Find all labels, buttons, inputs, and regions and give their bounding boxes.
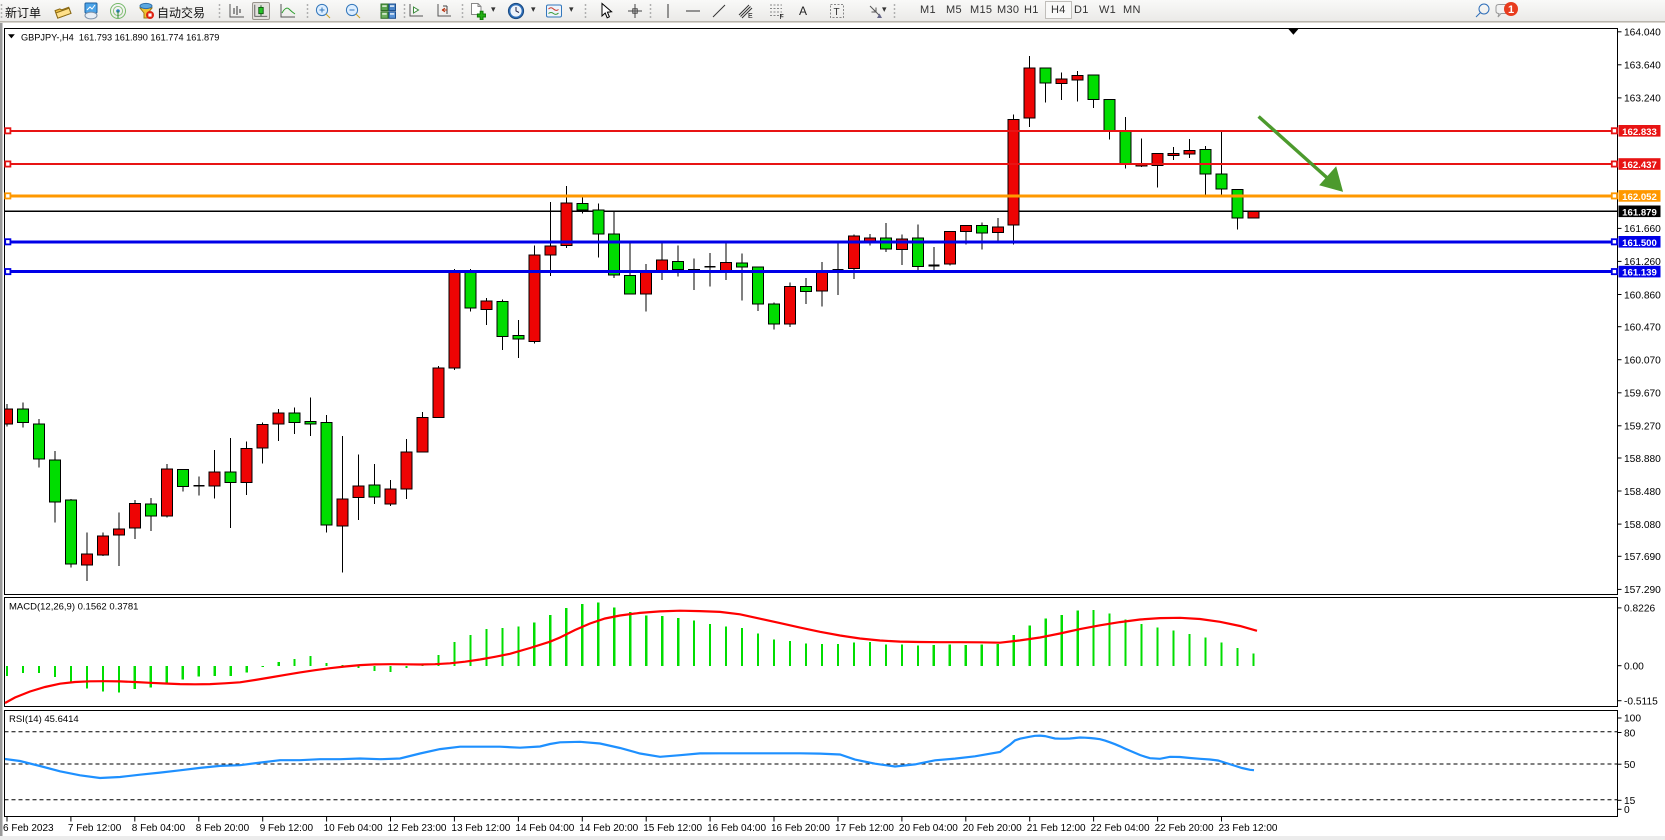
svg-text:162.052: 162.052 [1622,192,1657,203]
svg-text:160.070: 160.070 [1624,356,1661,367]
svg-text:0: 0 [1624,805,1630,816]
svg-text:GBPJPY-,H4 161.793 161.890 16: GBPJPY-,H4 161.793 161.890 161.774 161.8… [21,33,219,43]
svg-text:17 Feb 12:00: 17 Feb 12:00 [835,823,894,834]
svg-text:158.880: 158.880 [1624,454,1661,465]
svg-text:157.290: 157.290 [1624,585,1661,596]
svg-text:159.270: 159.270 [1624,422,1661,433]
svg-text:0.00: 0.00 [1624,661,1644,672]
svg-text:15 Feb 12:00: 15 Feb 12:00 [643,823,702,834]
svg-text:161.139: 161.139 [1622,268,1657,279]
svg-text:161.500: 161.500 [1622,238,1657,249]
svg-text:14 Feb 20:00: 14 Feb 20:00 [579,823,638,834]
svg-text:160.860: 160.860 [1624,290,1661,301]
svg-text:20 Feb 04:00: 20 Feb 04:00 [899,823,958,834]
svg-text:157.690: 157.690 [1624,552,1661,563]
svg-text:162.833: 162.833 [1622,127,1657,138]
svg-text:161.660: 161.660 [1624,224,1661,235]
svg-text:158.080: 158.080 [1624,520,1661,531]
svg-text:50: 50 [1624,760,1636,771]
svg-text:22 Feb 04:00: 22 Feb 04:00 [1091,823,1150,834]
svg-text:158.480: 158.480 [1624,487,1661,498]
svg-text:15: 15 [1624,796,1636,807]
svg-text:1: 1 [1508,4,1514,16]
svg-text:159.670: 159.670 [1624,389,1661,400]
svg-text:16 Feb 20:00: 16 Feb 20:00 [771,823,830,834]
svg-text:F: F [780,14,784,20]
svg-text:T: T [834,7,840,18]
svg-text:163.240: 163.240 [1624,94,1661,105]
svg-text:6 Feb 2023: 6 Feb 2023 [3,823,54,834]
svg-text:9 Feb 12:00: 9 Feb 12:00 [260,823,314,834]
svg-text:8 Feb 20:00: 8 Feb 20:00 [196,823,250,834]
svg-text:160.470: 160.470 [1624,323,1661,334]
svg-text:7 Feb 12:00: 7 Feb 12:00 [68,823,122,834]
svg-text:8 Feb 04:00: 8 Feb 04:00 [132,823,186,834]
svg-text:RSI(14) 45.6414: RSI(14) 45.6414 [9,714,79,725]
svg-text:14 Feb 04:00: 14 Feb 04:00 [515,823,574,834]
svg-text:164.040: 164.040 [1624,28,1661,39]
svg-text:-0.5115: -0.5115 [1624,696,1658,707]
svg-text:16 Feb 04:00: 16 Feb 04:00 [707,823,766,834]
svg-text:163.640: 163.640 [1624,61,1661,72]
svg-text:161.260: 161.260 [1624,257,1661,268]
svg-text:10 Feb 04:00: 10 Feb 04:00 [324,823,383,834]
svg-text:100: 100 [1624,714,1641,725]
svg-text:80: 80 [1624,728,1636,739]
svg-text:0.8226: 0.8226 [1624,604,1655,615]
svg-text:161.879: 161.879 [1622,207,1657,218]
svg-text:12 Feb 23:00: 12 Feb 23:00 [388,823,447,834]
svg-text:21 Feb 12:00: 21 Feb 12:00 [1027,823,1086,834]
svg-text:E: E [748,13,753,20]
svg-text:23 Feb 12:00: 23 Feb 12:00 [1219,823,1278,834]
svg-text:13 Feb 12:00: 13 Feb 12:00 [451,823,510,834]
svg-text:162.437: 162.437 [1622,160,1657,171]
svg-text:22 Feb 20:00: 22 Feb 20:00 [1155,823,1214,834]
svg-text:MACD(12,26,9) 0.1562 0.3781: MACD(12,26,9) 0.1562 0.3781 [9,602,138,613]
svg-text:20 Feb 20:00: 20 Feb 20:00 [963,823,1022,834]
